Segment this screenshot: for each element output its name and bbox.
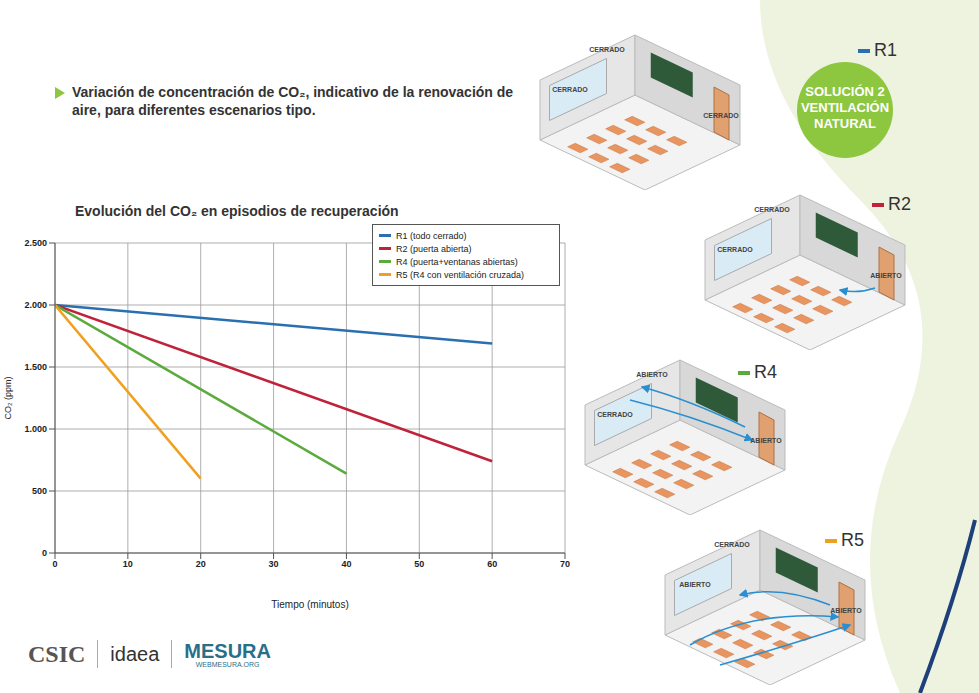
svg-text:70: 70	[560, 559, 570, 569]
svg-text:CERRADO: CERRADO	[714, 541, 750, 548]
svg-text:500: 500	[32, 486, 47, 496]
svg-text:CERRADO: CERRADO	[552, 86, 588, 93]
svg-text:2.000: 2.000	[24, 300, 47, 310]
svg-text:20: 20	[196, 559, 206, 569]
html-text:R1: R1	[874, 40, 897, 60]
svg-text:1.500: 1.500	[24, 362, 47, 372]
html-text:R4 (puerta+ventanas abiertas): R4 (puerta+ventanas abiertas)	[396, 256, 518, 267]
svg-text:ABIERTO: ABIERTO	[870, 272, 902, 279]
svg-text:CERRADO: CERRADO	[717, 246, 753, 253]
svg-text:CERRADO: CERRADO	[589, 46, 625, 53]
html-text:Variación de concentración de: Variación de concentración de CO₂, indic…	[72, 84, 514, 118]
svg-text:0: 0	[42, 548, 47, 558]
svg-text:0: 0	[52, 559, 57, 569]
html-text:R1 (todo cerrado): R1 (todo cerrado)	[396, 230, 467, 241]
html-text:Evolución del CO₂ en episodios: Evolución del CO₂ en episodios de recupe…	[75, 203, 399, 219]
html-text:MESURA: MESURA	[184, 639, 271, 662]
html-text:idaea: idaea	[110, 642, 160, 665]
svg-text:ABIERTO: ABIERTO	[636, 371, 668, 378]
html-text:WEBMESURA.ORG: WEBMESURA.ORG	[195, 660, 260, 668]
svg-text:SOLUCIÓN 2: SOLUCIÓN 2	[805, 84, 884, 99]
svg-text:40: 40	[341, 559, 351, 569]
svg-text:NATURAL: NATURAL	[814, 116, 876, 131]
svg-text:CO₂ (ppm): CO₂ (ppm)	[3, 377, 13, 420]
svg-text:10: 10	[123, 559, 133, 569]
svg-text:CERRADO: CERRADO	[703, 112, 739, 119]
svg-text:1.000: 1.000	[24, 424, 47, 434]
svg-text:CERRADO: CERRADO	[754, 206, 790, 213]
svg-text:30: 30	[269, 559, 279, 569]
svg-text:ABIERTO: ABIERTO	[679, 581, 711, 588]
html-text:R4: R4	[754, 362, 777, 382]
svg-text:ABIERTO: ABIERTO	[830, 607, 862, 614]
html-text:R2 (puerta abierta): R2 (puerta abierta)	[396, 243, 472, 254]
svg-text:VENTILACIÓN: VENTILACIÓN	[801, 100, 889, 115]
svg-text:Tiempo (minutos): Tiempo (minutos)	[271, 599, 348, 610]
html-text:CSIC: CSIC	[28, 640, 86, 667]
svg-text:60: 60	[487, 559, 497, 569]
html-text:R5 (R4 con ventilación cruzada: R5 (R4 con ventilación cruzada)	[396, 269, 525, 280]
svg-text:50: 50	[414, 559, 424, 569]
svg-text:CERRADO: CERRADO	[597, 411, 633, 418]
svg-text:2.500: 2.500	[24, 238, 47, 248]
svg-text:ABIERTO: ABIERTO	[750, 437, 782, 444]
html-text:R2: R2	[888, 194, 911, 214]
html-text:R5: R5	[841, 530, 864, 550]
